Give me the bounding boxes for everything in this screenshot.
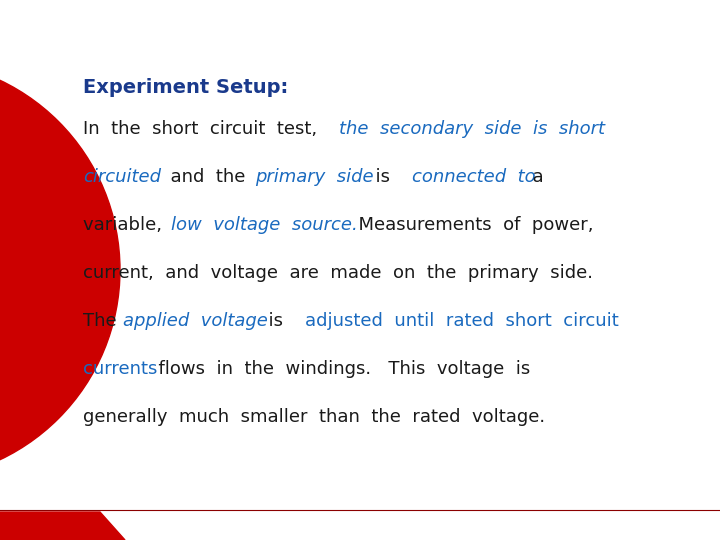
Text: applied  voltage: applied voltage: [123, 312, 268, 330]
Text: primary  side: primary side: [255, 168, 373, 186]
Text: connected  to: connected to: [412, 168, 536, 186]
Text: variable,: variable,: [83, 216, 174, 234]
Text: circuited: circuited: [83, 168, 161, 186]
Text: adjusted  until  rated  short  circuit: adjusted until rated short circuit: [305, 312, 619, 330]
Text: flows  in  the  windings.   This  voltage  is: flows in the windings. This voltage is: [147, 360, 530, 378]
Text: is: is: [258, 312, 295, 330]
Text: Experiment Setup:: Experiment Setup:: [83, 78, 288, 97]
Text: and  the: and the: [158, 168, 256, 186]
Text: a: a: [521, 168, 544, 186]
Text: the  secondary  side  is  short: the secondary side is short: [339, 120, 605, 138]
Polygon shape: [0, 512, 125, 540]
Text: low  voltage  source.: low voltage source.: [171, 216, 358, 234]
Text: In  the  short  circuit  test,: In the short circuit test,: [83, 120, 328, 138]
Text: Measurements  of  power,: Measurements of power,: [347, 216, 594, 234]
Text: currents: currents: [83, 360, 158, 378]
Circle shape: [0, 60, 120, 480]
Text: The: The: [83, 312, 128, 330]
Text: is: is: [364, 168, 401, 186]
Text: current,  and  voltage  are  made  on  the  primary  side.: current, and voltage are made on the pri…: [83, 264, 593, 282]
Text: generally  much  smaller  than  the  rated  voltage.: generally much smaller than the rated vo…: [83, 408, 545, 426]
